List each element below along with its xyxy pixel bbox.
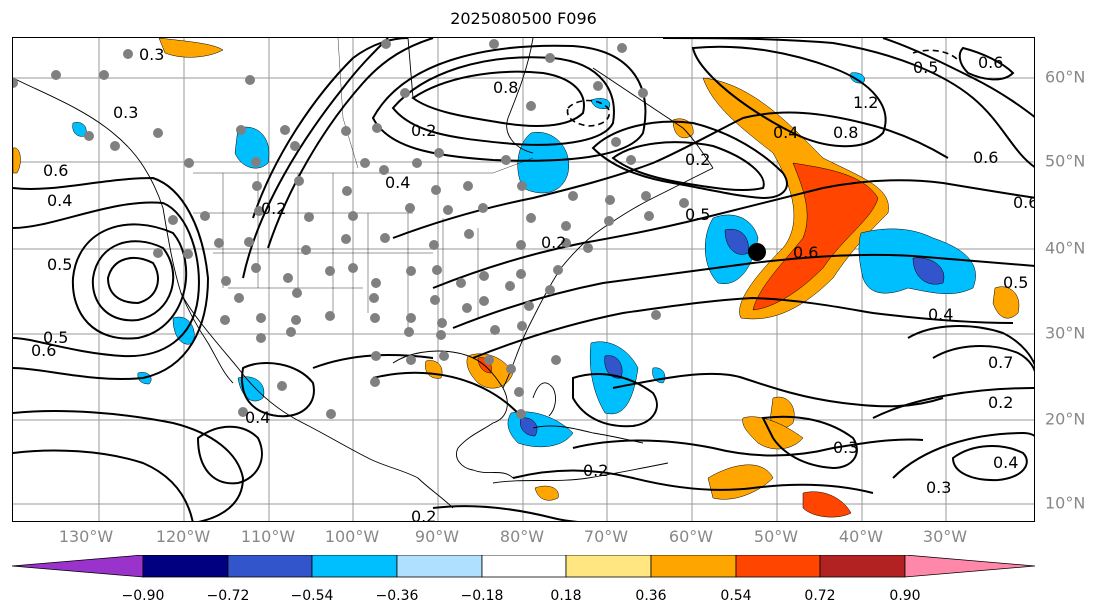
colorbar-tick-label: −0.54 — [290, 588, 334, 604]
contour-label: 0.3 — [139, 45, 164, 64]
map-canvas: 0.3 0.3 0.8 0.4 0.2 0.2 1.2 0.8 0.6 0.4 … — [13, 38, 1035, 522]
latitude-label: 40°N — [1045, 238, 1086, 258]
contour-label: 0.6 — [978, 53, 1003, 72]
colorbar-swatch — [396, 555, 483, 578]
longitude-label: 120°W — [155, 527, 211, 546]
contour-label: 0.2 — [411, 121, 436, 140]
contour-label: 0.5 — [47, 255, 72, 274]
longitude-label: 30°W — [922, 527, 968, 546]
colorbar-tick-label: 0.72 — [804, 588, 836, 604]
contour-label: 0.7 — [988, 353, 1013, 372]
colorbar-tick-label: 0.54 — [720, 588, 752, 604]
longitude-label: 90°W — [414, 527, 460, 546]
contour-label: 0.6 — [973, 148, 998, 167]
colorbar-swatch — [11, 555, 144, 578]
contour-label: 0.4 — [928, 305, 953, 324]
contour-labels: 0.3 0.3 0.8 0.4 0.2 0.2 1.2 0.8 0.6 0.4 … — [31, 45, 1035, 522]
colorbar-tick-label: −0.90 — [121, 588, 165, 604]
latitude-label: 10°N — [1045, 493, 1086, 513]
colorbar-swatch — [481, 555, 567, 578]
colorbar-swatch — [650, 555, 737, 578]
contour-label: 0.5 — [1003, 273, 1028, 292]
contour-label: 0.3 — [113, 103, 138, 122]
latitude-label: 20°N — [1045, 409, 1086, 429]
contour-label: 0.2 — [541, 233, 566, 252]
contour-label: 0.4 — [993, 453, 1018, 472]
colorbar-swatch — [227, 555, 313, 578]
longitude-label: 70°W — [583, 527, 629, 546]
colorbar-tick-label: −0.18 — [460, 588, 504, 604]
contour-label: 0.6 — [1013, 193, 1035, 212]
latitude-label: 30°N — [1045, 323, 1086, 343]
longitude-label: 100°W — [324, 527, 380, 546]
latitude-label: 50°N — [1045, 151, 1086, 171]
colorbar-tick-label: −0.36 — [375, 588, 419, 604]
positive-anomaly-shading — [13, 38, 1020, 518]
longitude-label: 80°W — [499, 527, 545, 546]
contour-label: 0.4 — [245, 408, 270, 427]
colorbar-swatch — [311, 555, 398, 578]
map-panel: 0.3 0.3 0.8 0.4 0.2 0.2 1.2 0.8 0.6 0.4 … — [12, 37, 1035, 522]
longitude-label: 110°W — [240, 527, 296, 546]
colorbar-swatch — [819, 555, 906, 578]
colorbar — [11, 555, 1036, 578]
contour-label: 0.2 — [583, 461, 608, 480]
colorbar-swatch — [735, 555, 821, 578]
contour-label: 0.4 — [47, 191, 72, 210]
longitude-label: 50°W — [753, 527, 799, 546]
contour-label: 0.4 — [773, 123, 798, 142]
contour-label: 0.5 — [43, 328, 68, 347]
contour-lines — [13, 38, 1034, 521]
longitude-label: 130°W — [58, 527, 114, 546]
longitude-label: 60°W — [668, 527, 714, 546]
contour-label: 0.8 — [493, 78, 518, 97]
contour-label: 1.2 — [853, 93, 878, 112]
contour-label: 0.2 — [685, 150, 710, 169]
colorbar-swatch — [142, 555, 229, 578]
observation-stations — [13, 39, 689, 419]
contour-label: 0.5 — [685, 205, 710, 224]
contour-label: 0.5 — [913, 58, 938, 77]
latitude-label: 60°N — [1045, 67, 1086, 87]
contour-label: 0.4 — [385, 173, 410, 192]
contour-label: 0.6 — [793, 243, 818, 262]
contour-label: 0.6 — [43, 161, 68, 180]
contour-label: 0.2 — [261, 199, 286, 218]
colorbar-swatch — [904, 555, 1036, 578]
contour-label: 0.2 — [411, 507, 436, 522]
colorbar-tick-label: 0.36 — [635, 588, 667, 604]
colorbar-tick-label: 0.90 — [889, 588, 921, 604]
negative-anomaly-shading — [72, 72, 976, 448]
dashed-contours — [566, 49, 959, 127]
longitude-label: 40°W — [838, 527, 884, 546]
contour-label: 0.2 — [988, 393, 1013, 412]
map-title: 2025080500 F096 — [450, 9, 597, 28]
storm-center-marker — [748, 243, 766, 261]
contour-label: 0.8 — [833, 123, 858, 142]
colorbar-tick-label: 0.18 — [550, 588, 582, 604]
contour-label: 0.3 — [926, 478, 951, 497]
contour-label: 0.3 — [833, 438, 858, 457]
colorbar-swatch — [565, 555, 652, 578]
contour-label: 0.6 — [31, 341, 56, 360]
colorbar-tick-label: −0.72 — [206, 588, 250, 604]
